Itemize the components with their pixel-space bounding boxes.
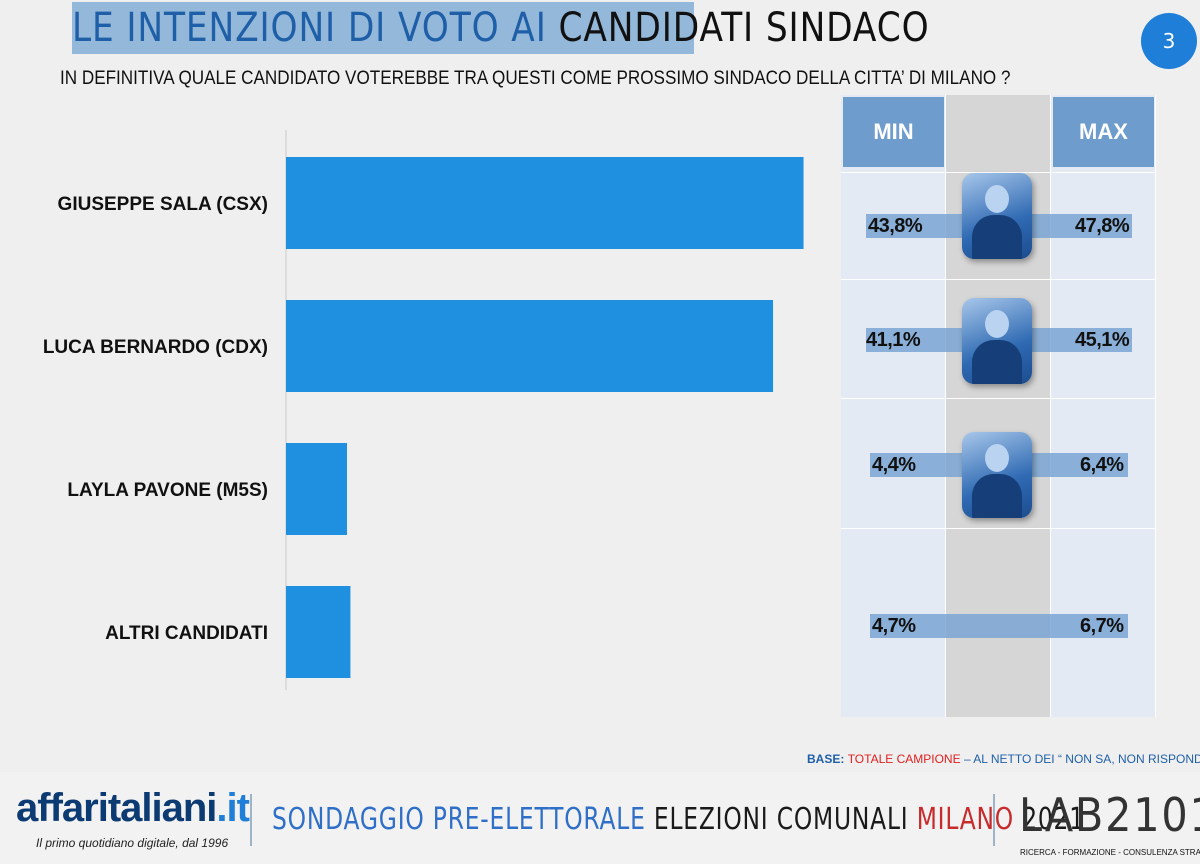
base-note: BASE: TOTALE CAMPIONE – AL NETTO DEI “ N… — [807, 752, 1200, 766]
chart-category-label: LAYLA PAVONE (M5S) — [67, 480, 268, 501]
question-subtitle: IN DEFINITIVA QUALE CANDIDATO VOTEREBBE … — [60, 68, 1011, 89]
chart-bar — [286, 300, 774, 392]
title-part2: CANDIDATI SINDACO — [558, 5, 930, 51]
affaritaliani-logo: affaritaliani.it — [16, 786, 250, 830]
candidate-photo-bernardo — [962, 298, 1032, 384]
min-value: 4,4% — [872, 454, 916, 476]
chart-category-label: ALTRI CANDIDATI — [105, 623, 268, 644]
footer: affaritaliani.it Il primo quotidiano dig… — [0, 772, 1200, 864]
table-row-divider — [841, 279, 1155, 280]
page-title: LE INTENZIONI DI VOTO AI CANDIDATI SINDA… — [72, 0, 930, 56]
lab-tagline: RICERCA - FORMAZIONE - CONSULENZA STRATE… — [1020, 848, 1200, 857]
max-column — [1051, 95, 1156, 717]
min-value: 4,7% — [872, 615, 916, 637]
candidate-photo-sala — [962, 173, 1032, 259]
max-header: MAX — [1053, 97, 1154, 167]
table-row-divider — [841, 172, 1155, 173]
bar-chart: GIUSEPPE SALA (CSX) LUCA BERNARDO (CDX) LA… — [43, 130, 804, 690]
table-row-divider — [841, 398, 1155, 399]
range-bar — [870, 614, 1128, 638]
page-number-badge: 3 — [1141, 13, 1197, 69]
base-label: BASE: — [807, 752, 845, 766]
max-value: 45,1% — [1075, 329, 1130, 351]
max-value: 6,7% — [1080, 615, 1124, 637]
title-block: LE INTENZIONI DI VOTO AI CANDIDATI SINDA… — [72, 0, 1069, 58]
title-part1: LE INTENZIONI DI VOTO AI — [72, 5, 559, 51]
title-highlight — [72, 2, 694, 54]
table-row-divider — [841, 528, 1155, 529]
footer-divider — [250, 794, 252, 846]
base-sample: TOTALE CAMPIONE — [847, 752, 961, 766]
min-column — [841, 95, 946, 717]
chart-category-label: GIUSEPPE SALA (CSX) — [58, 194, 268, 215]
min-header: MIN — [843, 97, 944, 167]
footer-divider — [993, 794, 995, 846]
max-value: 47,8% — [1075, 215, 1130, 237]
max-value: 6,4% — [1080, 454, 1124, 476]
lab2101-logo: LAB2101 — [1019, 788, 1200, 842]
chart-bar — [286, 443, 348, 535]
chart-bar — [286, 157, 804, 249]
min-value: 43,8% — [868, 215, 923, 237]
min-value: 41,1% — [866, 329, 921, 351]
chart-bar — [286, 586, 351, 678]
footer-title: SONDAGGIO PRE-ELETTORALE ELEZIONI COMUNA… — [272, 802, 1085, 837]
chart-category-label: LUCA BERNARDO (CDX) — [43, 337, 268, 358]
logo-tagline: Il primo quotidiano digitale, dal 1996 — [36, 836, 229, 850]
candidate-photo-pavone — [962, 432, 1032, 518]
base-rest: – AL NETTO DEI “ NON SA, NON RISPONDE” — [960, 752, 1200, 766]
